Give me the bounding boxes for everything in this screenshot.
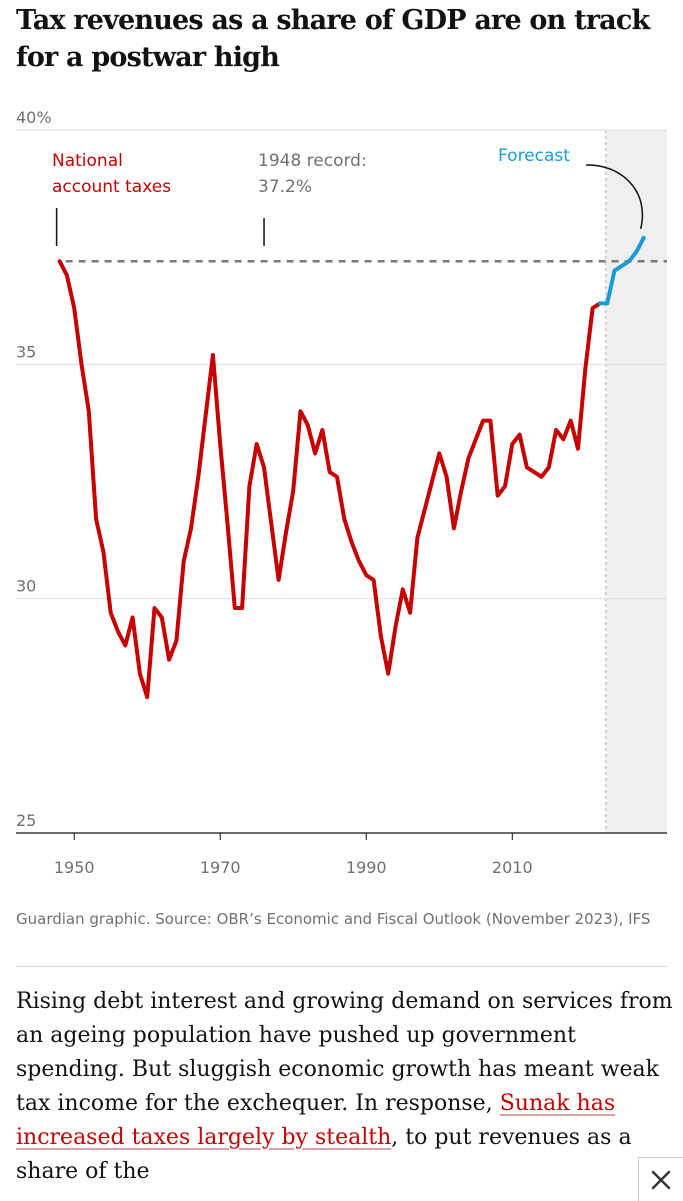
y-tick-label-40: 40% bbox=[16, 108, 52, 127]
article-paragraph: Rising debt interest and growing demand … bbox=[16, 985, 680, 1189]
annotation-national-account-taxes-line-1: National bbox=[52, 151, 123, 171]
close-button[interactable] bbox=[638, 1157, 683, 1201]
x-tick-label-1950: 1950 bbox=[54, 858, 95, 877]
forecast-band bbox=[605, 130, 667, 833]
annotation-national-account-taxes-line-2: account taxes bbox=[52, 177, 171, 197]
series-line-national-account-taxes bbox=[57, 259, 602, 700]
chart-title: Tax revenues as a share of GDP are on tr… bbox=[16, 5, 650, 73]
close-icon bbox=[651, 1170, 671, 1189]
x-tick-label-1970: 1970 bbox=[200, 858, 241, 877]
y-tick-label-30: 30 bbox=[16, 577, 36, 596]
paragraph-text-end: , to put revenues as a share of the bbox=[16, 1125, 632, 1184]
annotation-record: 1948 record: 37.2% bbox=[258, 151, 367, 197]
chart-source: Guardian graphic. Source: OBR’s Economic… bbox=[16, 910, 651, 928]
annotation-forecast: Forecast bbox=[498, 146, 570, 166]
divider bbox=[16, 966, 667, 967]
annotation-forecast-line-1: Forecast bbox=[498, 146, 570, 166]
paragraph-text: Rising debt interest and growing demand … bbox=[16, 989, 673, 1116]
chart: 40% 35 30 25 1950 1970 1990 2010 National accou… bbox=[16, 108, 667, 877]
y-tick-label-35: 35 bbox=[16, 342, 36, 361]
x-tick-label-1990: 1990 bbox=[346, 858, 387, 877]
annotation-national-account-taxes: National account taxes bbox=[52, 151, 171, 197]
y-tick-label-25: 25 bbox=[16, 811, 36, 830]
annotation-record-line-2: 37.2% bbox=[258, 177, 312, 197]
article-link[interactable]: Sunak has increased taxes largely by ste… bbox=[16, 1091, 616, 1150]
series-line-forecast bbox=[597, 235, 646, 306]
annotation-forecast-leader bbox=[585, 164, 644, 229]
x-tick-label-2010: 2010 bbox=[492, 858, 533, 877]
annotation-record-line-1: 1948 record: bbox=[258, 151, 367, 171]
